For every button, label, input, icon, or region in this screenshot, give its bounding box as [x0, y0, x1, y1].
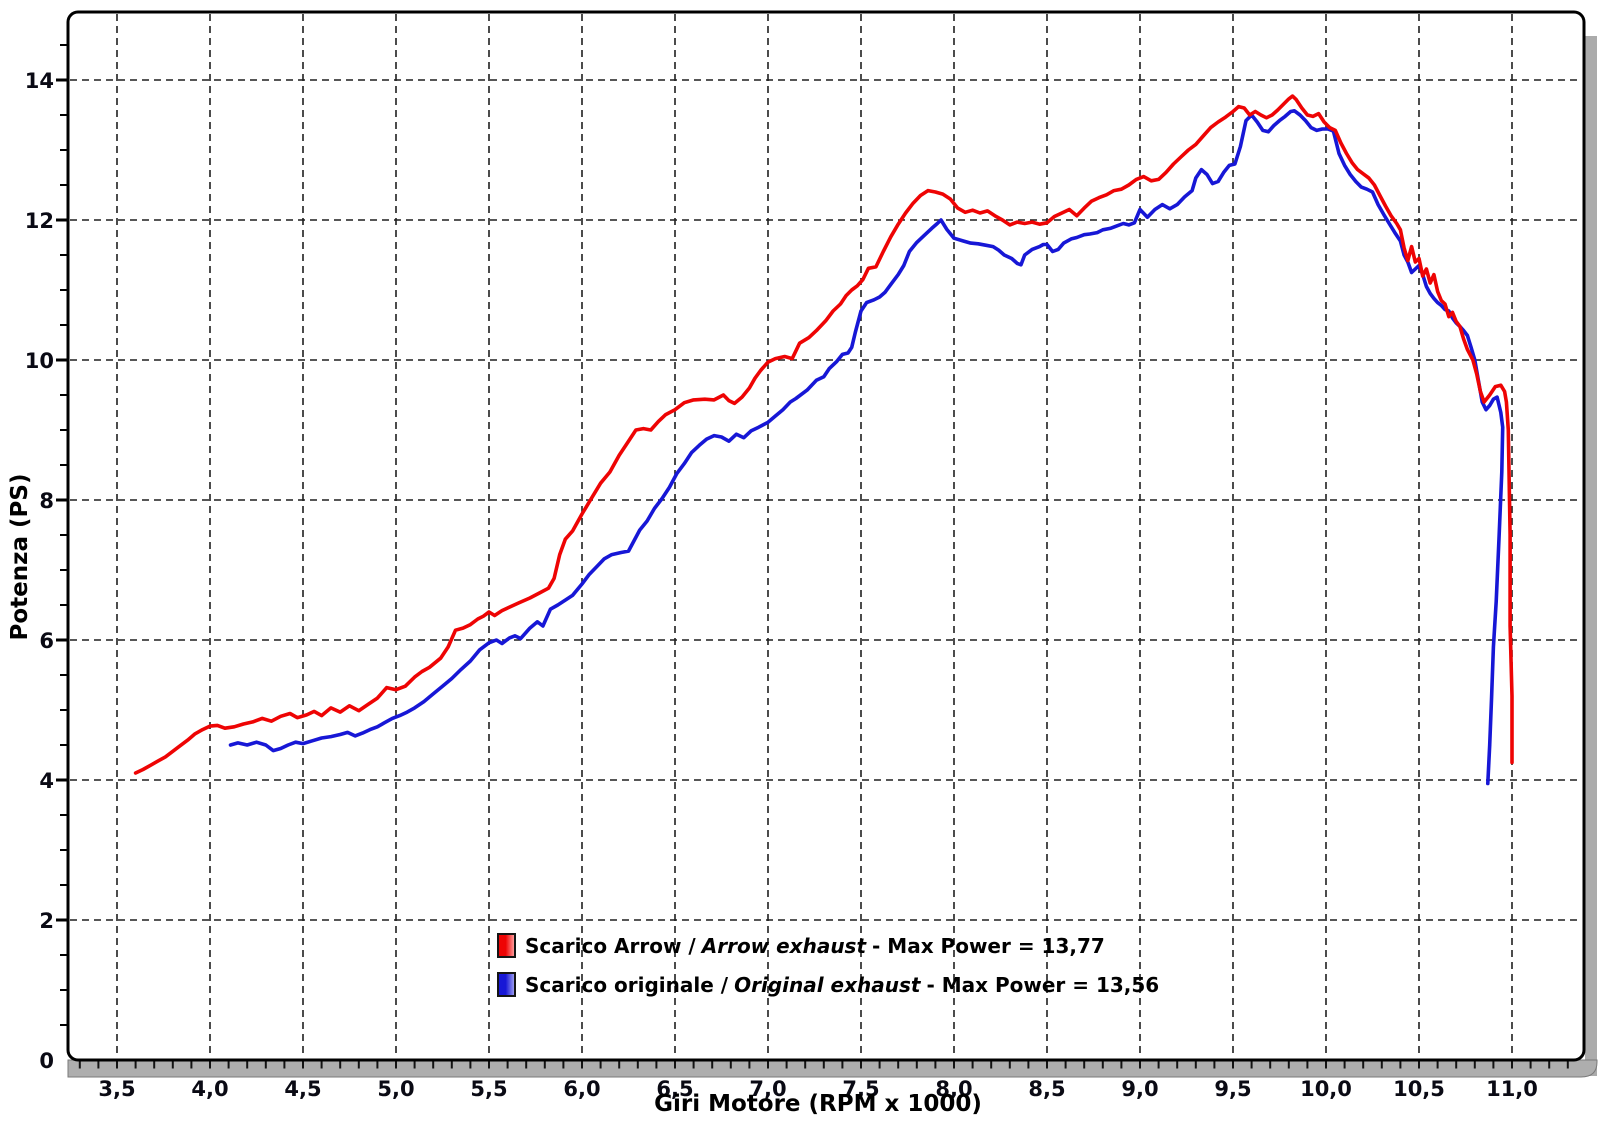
- legend-label-arrow-max: - Max Power = 13,77: [872, 933, 1105, 958]
- legend-label-original-max: - Max Power = 13,56: [926, 972, 1160, 997]
- y-tick-label: 2: [39, 909, 54, 933]
- x-axis-bar: [67, 1059, 1598, 1078]
- x-tick-label: 7,0: [749, 1077, 786, 1101]
- legend-label-arrow-en: Arrow exhaust: [701, 933, 867, 958]
- x-tick-label: 8,5: [1028, 1077, 1065, 1101]
- y-tick-label: 8: [39, 489, 54, 513]
- legend: Scarico Arrow / Arrow exhaust - Max Powe…: [497, 933, 1165, 997]
- series-line-arrow: [133, 94, 1514, 775]
- x-tick-label: 8,0: [935, 1077, 972, 1101]
- x-tick-label: 9,5: [1214, 1077, 1251, 1101]
- x-tick-label: 3,5: [98, 1077, 135, 1101]
- x-tick-label: 4,5: [284, 1077, 321, 1101]
- panel-shadow: [1585, 36, 1597, 1076]
- x-tick-label: 6,0: [563, 1077, 600, 1101]
- y-tick-label: 4: [39, 769, 54, 793]
- y-tick-label: 12: [25, 209, 54, 233]
- x-tick-label: 6,5: [656, 1077, 693, 1101]
- x-tick-label: 5,5: [470, 1077, 507, 1101]
- y-tick-label: 14: [25, 69, 54, 93]
- x-axis-title: Giri Motore (RPM x 1000): [654, 1091, 982, 1117]
- legend-swatch-1: [497, 972, 516, 997]
- y-tick-label: 10: [25, 349, 54, 373]
- x-tick-label: 7,5: [842, 1077, 879, 1101]
- legend-swatch-0: [497, 933, 516, 958]
- legend-item-arrow: Scarico Arrow / Arrow exhaust - Max Powe…: [497, 933, 1165, 958]
- y-tick-label: 0: [39, 1049, 54, 1073]
- x-tick-label: 10,5: [1393, 1077, 1445, 1101]
- chart-generated-layer: 0 2 4 6 8 10 12 14 3,5 4,0 4,5 5,0 5,5 6,0 6,5 7,0 7,5 8,…: [25, 10, 1598, 1101]
- x-tick-label: 4,0: [191, 1077, 228, 1101]
- legend-label-original-en: Original exhaust: [734, 972, 921, 997]
- y-tick-label: 6: [39, 629, 54, 653]
- series-line-original: [228, 109, 1505, 786]
- legend-label-arrow-it: Scarico Arrow /: [525, 933, 696, 958]
- x-tick-label: 5,0: [377, 1077, 414, 1101]
- y-axis-title: Potenza (PS): [7, 474, 33, 641]
- x-tick-label: 9,0: [1121, 1077, 1158, 1101]
- legend-label-original-it: Scarico originale /: [525, 972, 729, 997]
- x-tick-label: 10,0: [1300, 1077, 1352, 1101]
- x-tick-label: 11,0: [1486, 1077, 1538, 1101]
- legend-item-original: Scarico originale / Original exhaust - M…: [497, 972, 1165, 997]
